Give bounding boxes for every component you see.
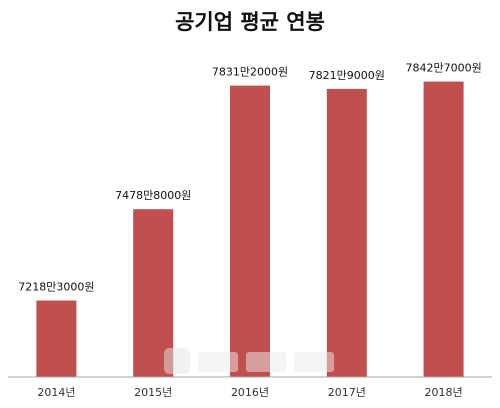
bar-2018년 bbox=[423, 81, 464, 377]
x-tick-label-2014년: 2014년 bbox=[37, 386, 75, 399]
data-label-2016년: 7831만2000원 bbox=[212, 66, 288, 79]
x-tick-label-2015년: 2015년 bbox=[134, 386, 172, 399]
data-label-2017년: 7821만9000원 bbox=[309, 69, 385, 82]
data-label-2018년: 7842만7000원 bbox=[405, 62, 481, 75]
x-tick-label-2016년: 2016년 bbox=[231, 386, 269, 399]
watermark-logo bbox=[164, 348, 334, 374]
bar-2014년 bbox=[36, 300, 77, 377]
x-tick-label-2018년: 2018년 bbox=[425, 386, 463, 399]
chart-title: 공기업 평균 연봉 bbox=[175, 10, 325, 34]
data-label-2014년: 7218만3000원 bbox=[18, 281, 94, 294]
bar-2016년 bbox=[230, 85, 270, 377]
x-tick-label-2017년: 2017년 bbox=[328, 386, 366, 399]
bar-2017년 bbox=[326, 88, 367, 378]
data-label-2015년: 7478만8000원 bbox=[115, 189, 191, 202]
